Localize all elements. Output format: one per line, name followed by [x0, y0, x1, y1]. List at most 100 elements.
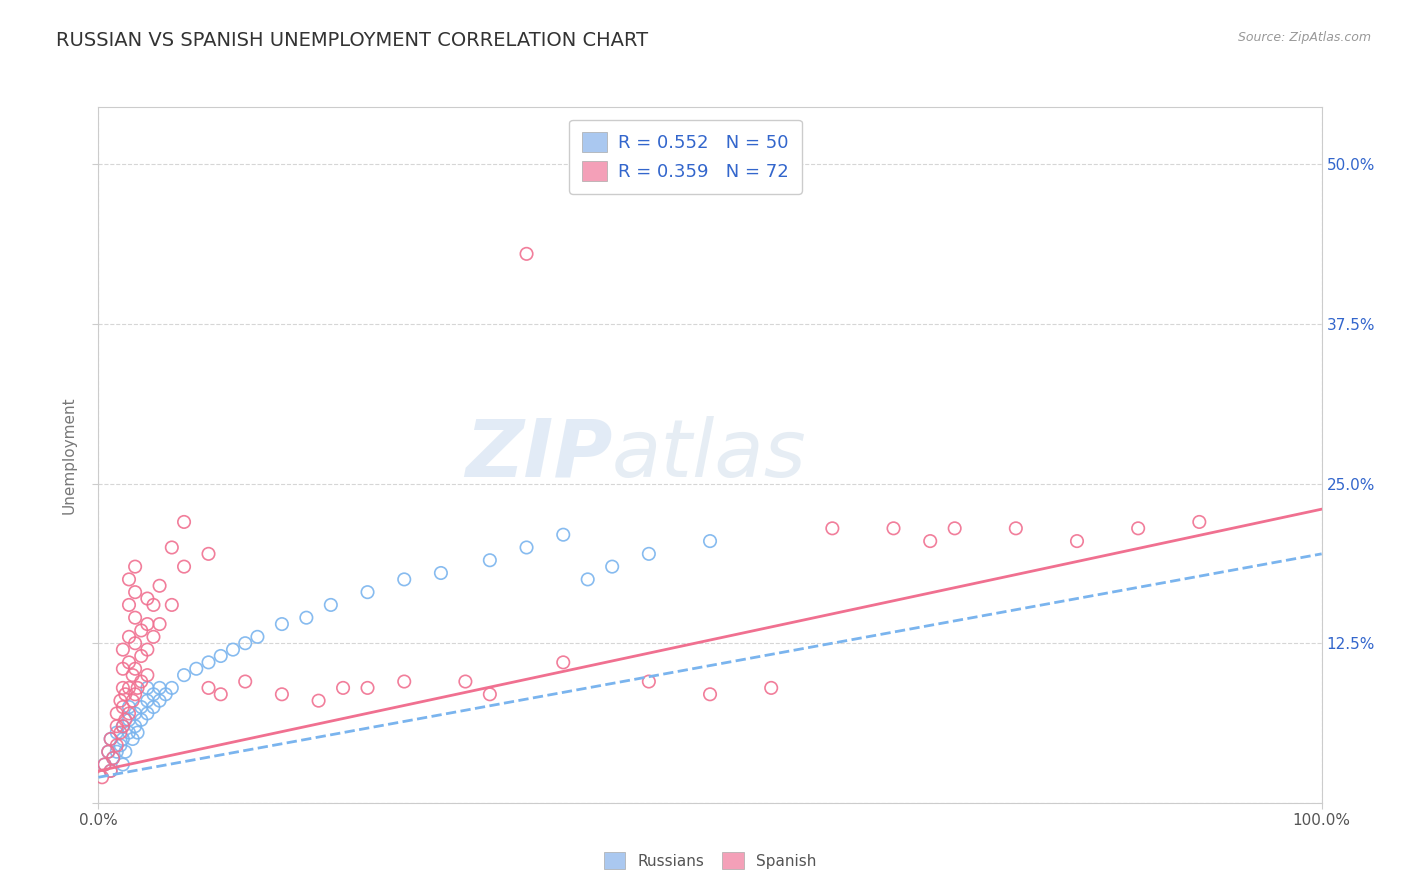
Point	[576, 573, 599, 587]
Point	[197, 547, 219, 561]
Point	[233, 674, 256, 689]
Point	[97, 745, 120, 759]
Point	[124, 636, 146, 650]
Point	[124, 706, 146, 721]
Point	[129, 674, 152, 689]
Point	[356, 585, 378, 599]
Point	[111, 719, 134, 733]
Text: ZIP: ZIP	[465, 416, 612, 494]
Point	[110, 725, 132, 739]
Point	[160, 681, 183, 695]
Point	[121, 731, 143, 746]
Point	[454, 674, 477, 689]
Point	[356, 681, 378, 695]
Point	[149, 681, 172, 695]
Point	[127, 681, 149, 695]
Point	[136, 694, 159, 708]
Point	[136, 706, 159, 721]
Point	[127, 725, 149, 739]
Point	[101, 751, 124, 765]
Point	[124, 559, 146, 574]
Point	[197, 681, 219, 695]
Point	[105, 706, 128, 721]
Point	[821, 521, 844, 535]
Point	[142, 598, 165, 612]
Point	[430, 566, 453, 580]
Point	[136, 642, 159, 657]
Point	[943, 521, 966, 535]
Point	[515, 247, 537, 261]
Point	[233, 636, 256, 650]
Point	[270, 687, 294, 701]
Point	[118, 598, 141, 612]
Point	[129, 713, 152, 727]
Point	[1004, 521, 1026, 535]
Point	[173, 515, 195, 529]
Point	[93, 757, 115, 772]
Point	[332, 681, 354, 695]
Point	[129, 648, 152, 663]
Point	[124, 719, 146, 733]
Point	[295, 610, 318, 624]
Point	[124, 585, 146, 599]
Point	[111, 757, 134, 772]
Point	[121, 694, 143, 708]
Point	[118, 656, 141, 670]
Point	[149, 579, 172, 593]
Point	[173, 668, 195, 682]
Point	[136, 681, 159, 695]
Point	[270, 617, 294, 632]
Point	[118, 700, 141, 714]
Point	[100, 764, 122, 778]
Point	[93, 757, 115, 772]
Point	[105, 719, 128, 733]
Point	[118, 713, 141, 727]
Point	[136, 617, 159, 632]
Point	[111, 662, 134, 676]
Point	[100, 731, 122, 746]
Point	[515, 541, 537, 555]
Point	[118, 725, 141, 739]
Point	[118, 681, 141, 695]
Point	[136, 668, 159, 682]
Legend: Russians, Spanish: Russians, Spanish	[598, 847, 823, 875]
Point	[111, 681, 134, 695]
Text: RUSSIAN VS SPANISH UNEMPLOYMENT CORRELATION CHART: RUSSIAN VS SPANISH UNEMPLOYMENT CORRELAT…	[56, 31, 648, 50]
Point	[124, 610, 146, 624]
Point	[553, 527, 575, 541]
Point	[114, 713, 136, 727]
Text: atlas: atlas	[612, 416, 807, 494]
Point	[209, 687, 232, 701]
Point	[1188, 515, 1211, 529]
Point	[105, 725, 128, 739]
Point	[392, 573, 416, 587]
Point	[142, 687, 165, 701]
Point	[553, 656, 575, 670]
Point	[118, 573, 141, 587]
Point	[883, 521, 905, 535]
Point	[100, 764, 122, 778]
Point	[124, 687, 146, 701]
Point	[124, 662, 146, 676]
Point	[761, 681, 783, 695]
Text: Source: ZipAtlas.com: Source: ZipAtlas.com	[1237, 31, 1371, 45]
Point	[478, 553, 501, 567]
Point	[114, 745, 136, 759]
Point	[699, 534, 721, 549]
Point	[222, 642, 245, 657]
Point	[246, 630, 269, 644]
Point	[118, 630, 141, 644]
Point	[186, 662, 208, 676]
Point	[308, 694, 330, 708]
Point	[392, 674, 416, 689]
Point	[920, 534, 942, 549]
Point	[100, 731, 122, 746]
Point	[173, 559, 195, 574]
Point	[97, 745, 120, 759]
Point	[110, 694, 132, 708]
Point	[111, 700, 134, 714]
Point	[699, 687, 721, 701]
Point	[136, 591, 159, 606]
Point	[155, 687, 177, 701]
Point	[209, 648, 232, 663]
